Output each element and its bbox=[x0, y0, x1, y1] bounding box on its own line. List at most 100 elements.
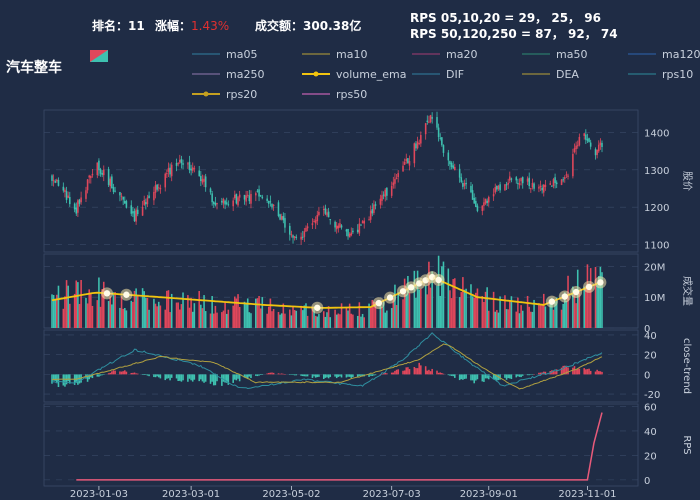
macd-bar bbox=[293, 374, 296, 376]
candle-body bbox=[578, 136, 581, 146]
macd-bar bbox=[504, 374, 506, 378]
volume-bar bbox=[428, 261, 430, 328]
candle-body bbox=[266, 198, 268, 201]
volume-bar bbox=[96, 300, 99, 328]
candlestick-legend-icon[interactable] bbox=[90, 50, 108, 62]
candle-body bbox=[188, 161, 191, 170]
volume-bar bbox=[481, 296, 484, 328]
legend-item-ma10[interactable]: ma10 bbox=[302, 48, 367, 61]
macd-bar bbox=[267, 372, 270, 375]
volume-bar bbox=[496, 309, 498, 328]
volume-bar bbox=[318, 313, 320, 328]
candle-body bbox=[562, 179, 564, 181]
legend-item-DIF[interactable]: DIF bbox=[412, 68, 464, 81]
candle-body bbox=[483, 202, 485, 206]
y-tick-label: -20 bbox=[644, 390, 660, 401]
volume-bar bbox=[544, 306, 547, 328]
legend-item-ma250[interactable]: ma250 bbox=[192, 68, 264, 81]
legend-label-DIF: DIF bbox=[446, 68, 464, 81]
volume-bar bbox=[576, 269, 579, 328]
volume-ema-line bbox=[51, 276, 603, 309]
volume-bar bbox=[382, 301, 385, 328]
volume-bar bbox=[237, 294, 239, 328]
candle-body bbox=[216, 203, 218, 205]
candle-body bbox=[345, 229, 348, 232]
legend-item-DEA[interactable]: DEA bbox=[522, 68, 579, 81]
volume-bar bbox=[98, 277, 100, 328]
volume-bar bbox=[80, 279, 82, 328]
volume-bar bbox=[245, 302, 247, 328]
candle-body bbox=[576, 145, 579, 147]
candle-body bbox=[339, 223, 341, 228]
candle-body bbox=[52, 180, 55, 182]
volume-bar bbox=[583, 286, 585, 328]
legend-item-ma05[interactable]: ma05 bbox=[192, 48, 257, 61]
macd-bar bbox=[75, 374, 78, 383]
volume-bar bbox=[250, 313, 252, 328]
macd-bar bbox=[465, 374, 467, 379]
legend-item-volume_ema[interactable]: volume_ema bbox=[302, 68, 406, 81]
macd-bar bbox=[515, 374, 518, 378]
legend-label-volume_ema: volume_ema bbox=[336, 68, 406, 81]
candle-body bbox=[356, 229, 359, 233]
volume-bar bbox=[289, 309, 291, 328]
volume-bar bbox=[124, 307, 126, 328]
volume-bar bbox=[177, 302, 179, 328]
macd-bar bbox=[77, 374, 79, 385]
legend-item-ma50[interactable]: ma50 bbox=[522, 48, 587, 61]
volume-bar bbox=[476, 288, 479, 328]
legend-item-rps50[interactable]: rps50 bbox=[302, 88, 367, 101]
macd-bar bbox=[248, 374, 251, 377]
macd-bar bbox=[487, 374, 490, 380]
legend-label-ma10: ma10 bbox=[336, 48, 367, 61]
volume-bar bbox=[313, 308, 315, 328]
candle-body bbox=[125, 201, 128, 208]
candle-body bbox=[114, 190, 116, 192]
volume-bar bbox=[259, 308, 262, 328]
legend-item-ma20[interactable]: ma20 bbox=[412, 48, 477, 61]
macd-bar bbox=[266, 373, 268, 375]
candle-body bbox=[431, 117, 433, 119]
candle-body bbox=[314, 220, 317, 224]
macd-bar bbox=[170, 374, 173, 378]
macd-bar bbox=[269, 372, 272, 375]
volume-bar bbox=[280, 313, 283, 328]
candle-body bbox=[379, 198, 382, 205]
macd-bar bbox=[518, 374, 521, 377]
macd-bar bbox=[521, 374, 524, 376]
macd-bar bbox=[224, 374, 226, 383]
volume-bar bbox=[306, 315, 309, 328]
volume-bar bbox=[439, 295, 442, 328]
macd-bar bbox=[544, 371, 547, 375]
legend-item-rps10[interactable]: rps10 bbox=[628, 68, 693, 81]
macd-bar bbox=[109, 372, 112, 375]
candle-body bbox=[347, 228, 349, 237]
legend-item-rps20[interactable]: rps20 bbox=[192, 88, 257, 101]
macd-bar bbox=[235, 374, 238, 381]
macd-bar bbox=[145, 374, 147, 375]
candle-body bbox=[492, 194, 495, 197]
candle-body bbox=[369, 210, 372, 220]
volume-bar bbox=[133, 290, 136, 328]
volume-bar bbox=[57, 285, 60, 328]
candle-body bbox=[300, 236, 302, 240]
candle-body bbox=[471, 190, 474, 200]
candle-body bbox=[505, 184, 508, 186]
candle-body bbox=[360, 224, 362, 226]
legend-item-ma120[interactable]: ma120 bbox=[628, 48, 700, 61]
volume-bar bbox=[292, 305, 294, 328]
macd-bar bbox=[413, 367, 416, 375]
volume-bar bbox=[164, 309, 167, 328]
macd-bar bbox=[531, 374, 534, 375]
candle-body bbox=[416, 141, 419, 149]
candle-body bbox=[405, 158, 408, 162]
candle-body bbox=[51, 175, 53, 181]
macd-bar bbox=[397, 369, 399, 375]
macd-bar bbox=[284, 374, 286, 375]
candle-body bbox=[601, 142, 603, 148]
volume-bar bbox=[473, 297, 475, 328]
volume-bar bbox=[494, 311, 497, 328]
volume-bar bbox=[483, 301, 485, 328]
volume-bar bbox=[361, 313, 364, 328]
macd-bar bbox=[216, 374, 218, 382]
